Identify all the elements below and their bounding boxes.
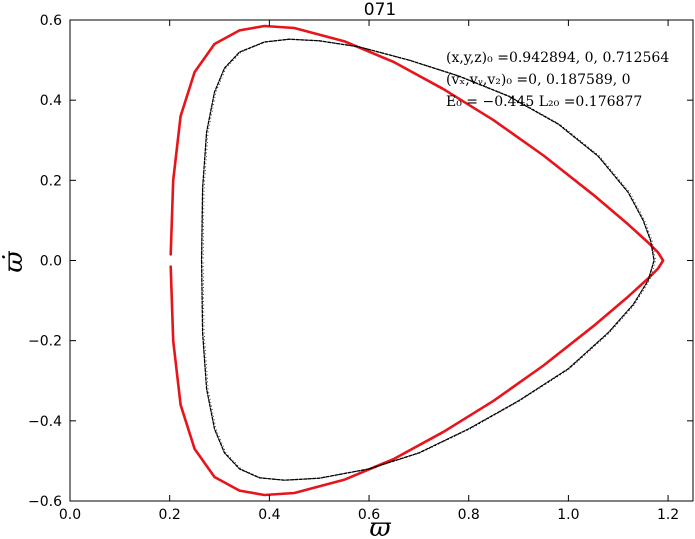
chart-title: 071 — [364, 0, 396, 20]
y-axis-label: ϖ̇ — [0, 251, 29, 273]
zero-velocity-curve — [169, 24, 665, 497]
x-tick-label: 0.4 — [258, 507, 280, 523]
x-tick-label: 0.0 — [59, 507, 81, 523]
annotation-line: (x,y,z)₀ =0.942894, 0, 0.712564 — [446, 50, 669, 66]
y-tick-label: 0.4 — [40, 93, 62, 109]
y-tick-label: −0.6 — [28, 494, 62, 510]
x-tick-label: 1.2 — [657, 507, 679, 523]
initial-conditions-annotation: (x,y,z)₀ =0.942894, 0, 0.712564 (vₓ,vᵧ,v₂… — [446, 50, 669, 110]
annotation-line: (vₓ,vᵧ,v₂)₀ =0, 0.187589, 0 — [446, 72, 631, 88]
x-tick-label: 1.0 — [557, 507, 579, 523]
y-tick-label: 0.2 — [40, 173, 62, 189]
annotation-line: E₀ = −0.445 L₂₀ =0.176877 — [446, 94, 642, 110]
y-axis-ticks: −0.6 −0.4 −0.2 0.0 0.2 0.4 0.6 — [28, 13, 693, 510]
y-tick-label: −0.2 — [28, 334, 62, 350]
orbit-trace — [200, 38, 655, 481]
y-tick-label: −0.4 — [28, 414, 62, 430]
y-tick-label: 0.0 — [40, 254, 62, 270]
y-tick-label: 0.6 — [40, 13, 62, 29]
x-tick-label: 0.2 — [159, 507, 181, 523]
plot-area — [169, 24, 665, 497]
x-tick-label: 0.6 — [358, 507, 380, 523]
x-tick-label: 0.8 — [458, 507, 480, 523]
x-axis-label: ϖ — [369, 513, 391, 539]
x-axis-ticks: 0.0 0.2 0.4 0.6 0.8 1.0 1.2 — [59, 20, 679, 523]
